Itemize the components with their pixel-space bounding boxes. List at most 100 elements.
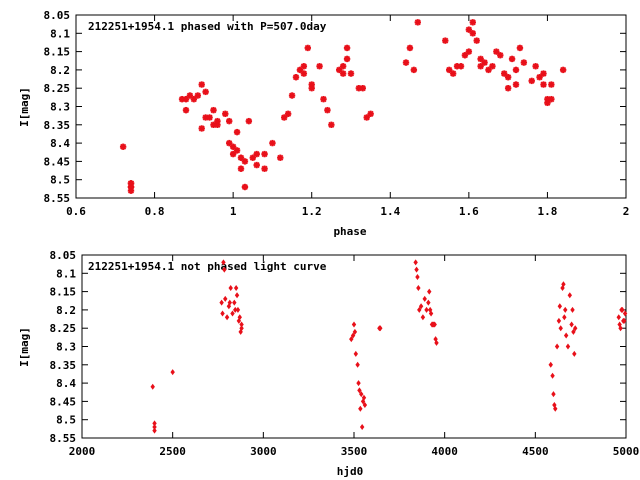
unphased-point [358, 405, 363, 412]
phased-point [339, 70, 347, 77]
phased-ylabel: I[mag] [18, 87, 31, 127]
unphased-point [152, 427, 157, 434]
phased-point [281, 114, 288, 121]
unphased-point [561, 281, 566, 288]
phased-point [457, 63, 465, 70]
phased-point [343, 44, 351, 52]
unphased-xlabel: hjd0 [337, 465, 364, 478]
phased-point [516, 44, 524, 52]
unphased-ylabel: I[mag] [18, 327, 31, 367]
unphased-point [416, 284, 421, 291]
unphased-point [556, 317, 562, 324]
phased-point [222, 110, 229, 118]
phased-point [182, 95, 190, 103]
unphased-ytick-label: 8.3 [56, 341, 76, 354]
phased-ytick-label: 8.45 [44, 155, 71, 168]
phased-point [300, 63, 308, 70]
phased-point [504, 85, 512, 92]
phased-point [347, 70, 355, 77]
phased-point [548, 95, 555, 103]
unphased-point [571, 328, 576, 335]
unphased-point [361, 394, 367, 401]
unphased-ytick-label: 8.45 [50, 395, 77, 408]
phased-point [292, 74, 300, 81]
phased-point [202, 88, 209, 96]
unphased-point [227, 299, 232, 306]
unphased-point [239, 325, 244, 332]
phased-point [226, 117, 233, 125]
unphased-plot-frame [81, 254, 627, 439]
phased-point [253, 161, 260, 169]
phased-point [261, 150, 268, 158]
unphased-point [553, 405, 558, 412]
phased-point [410, 66, 418, 74]
unphased-point [349, 336, 354, 343]
phased-point [402, 59, 410, 66]
phased-point [324, 106, 331, 114]
phased-point [449, 70, 457, 77]
unphased-point [621, 317, 627, 324]
phased-point [245, 117, 253, 125]
unphased-point [557, 303, 563, 310]
phased-point [198, 125, 205, 132]
phased-ytick-label: 8.5 [50, 174, 70, 187]
phased-point [214, 117, 221, 125]
unphased-point [222, 266, 227, 273]
phased-point [119, 143, 127, 150]
unphased-point [618, 325, 623, 332]
phased-point [304, 44, 311, 52]
unphased-point [563, 306, 568, 313]
unphased-ytick-label: 8.25 [50, 322, 77, 335]
unphased-point [359, 424, 365, 431]
unphased-ticks: 2000 2500 3000 3500 4000 4500 5000 8.05 8.1 8.15 8… [50, 249, 640, 458]
phased-ytick-label: 8.4 [50, 137, 70, 150]
phased-point [269, 139, 276, 147]
unphased-ytick-label: 8.55 [50, 432, 77, 445]
unphased-point [554, 343, 560, 350]
unphased-ytick-label: 8.15 [50, 286, 77, 299]
phased-panel: 212251+1954.1 phased with P=507.0day pha… [18, 9, 629, 238]
phased-ytick-label: 8.25 [44, 82, 71, 95]
phased-point [226, 139, 233, 147]
phased-point [469, 30, 476, 37]
phased-ytick-label: 8.05 [44, 9, 71, 22]
phased-point [504, 74, 512, 81]
phased-point [512, 81, 520, 88]
unphased-point [219, 299, 224, 306]
unphased-point [353, 350, 359, 357]
phased-point [284, 110, 292, 118]
phased-ytick-label: 8.15 [44, 46, 71, 59]
unphased-point [414, 266, 419, 273]
unphased-point [415, 273, 420, 280]
unphased-point [220, 310, 225, 317]
phased-point [233, 147, 241, 154]
unphased-point [233, 284, 239, 291]
phased-point [328, 121, 335, 128]
unphased-point [562, 314, 567, 321]
unphased-point [232, 299, 237, 306]
unphased-ytick-label: 8.35 [50, 359, 77, 372]
unphased-point [152, 420, 157, 427]
phased-point [253, 150, 260, 158]
phased-point [249, 154, 256, 161]
phased-point [237, 165, 245, 172]
unphased-ytick-label: 8.1 [56, 267, 76, 280]
phased-point [241, 158, 249, 165]
phased-point [339, 63, 347, 70]
phased-point [261, 165, 268, 172]
unphased-point [234, 292, 240, 299]
unphased-point [573, 325, 578, 332]
unphased-point [352, 328, 358, 335]
phased-point [359, 85, 366, 92]
unphased-point [413, 259, 418, 266]
unphased-point [417, 306, 422, 313]
phased-point [127, 180, 135, 187]
phased-xlabel: phase [333, 225, 366, 238]
phased-point [512, 66, 520, 74]
phased-ytick-label: 8.55 [44, 192, 71, 205]
phased-point [367, 110, 374, 118]
unphased-point [350, 332, 356, 339]
phased-point [540, 70, 547, 77]
unphased-point [170, 369, 175, 376]
